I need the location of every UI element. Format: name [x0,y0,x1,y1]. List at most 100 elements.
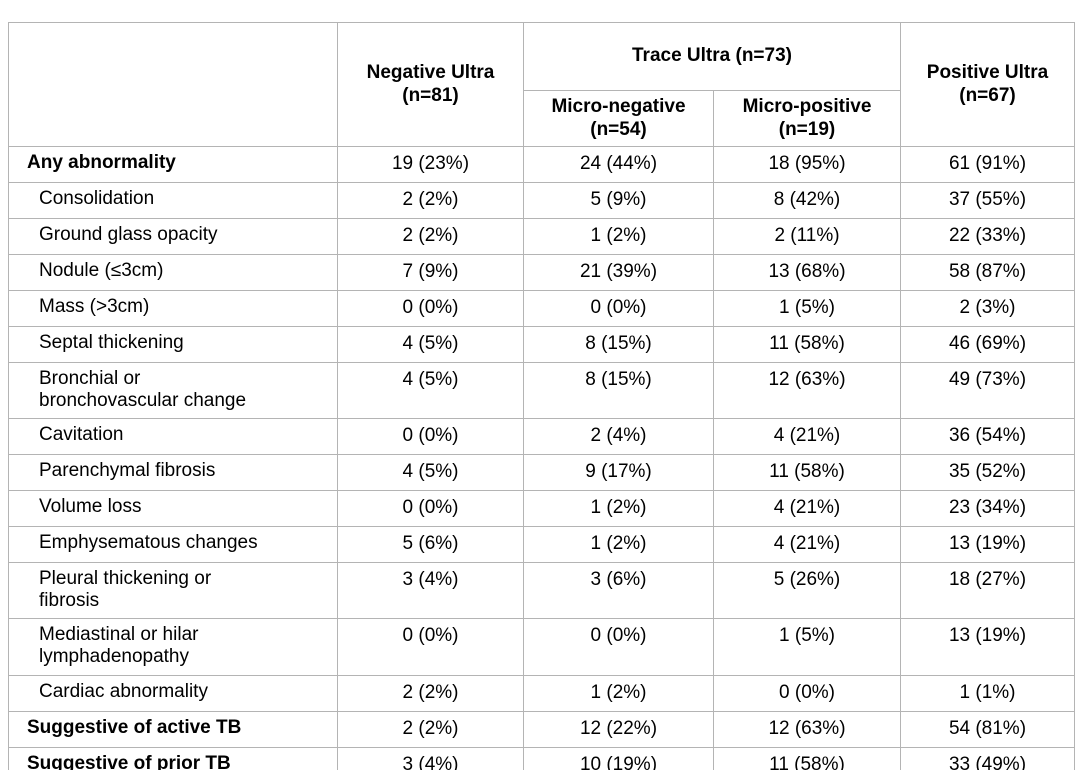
col-header-micro-negative: Micro-negative (n=54) [523,90,714,147]
table-row-suggestive-active-tb: Suggestive of active TB 2 (2%) 12 (22%) … [8,710,1075,748]
cell-value: 2 (2%) [337,710,524,748]
cell-value: 1 (2%) [523,674,714,712]
row-label: Any abnormality [8,145,338,184]
cell-value: 11 (58%) [713,326,901,364]
cell-value: 58 (87%) [900,254,1075,292]
cell-value: 1 (2%) [523,526,714,564]
cell-value: 2 (4%) [523,418,714,456]
cell-value: 2 (2%) [337,182,524,220]
row-label: Septal thickening [8,326,338,364]
cell-value: 46 (69%) [900,326,1075,364]
col-header-trace-ultra: Trace Ultra (n=73) [523,22,901,91]
col-header-micro-positive: Micro-positive (n=19) [713,90,901,147]
row-label: Bronchial or bronchovascular change [8,362,338,420]
cell-value: 33 (49%) [900,746,1075,770]
row-label: Cardiac abnormality [8,674,338,712]
row-label: Ground glass opacity [8,218,338,256]
row-label: Mass (>3cm) [8,290,338,328]
row-label: Suggestive of prior TB [8,746,338,770]
row-label: Suggestive of active TB [8,710,338,748]
table-row-suggestive-prior-tb: Suggestive of prior TB 3 (4%) 10 (19%) 1… [8,746,1075,770]
cell-value: 0 (0%) [337,490,524,528]
table-row-nodule: Nodule (≤3cm) 7 (9%) 21 (39%) 13 (68%) 5… [8,254,1075,292]
cell-value: 5 (9%) [523,182,714,220]
cell-value: 2 (11%) [713,218,901,256]
cell-value: 5 (26%) [713,562,901,620]
cell-value: 11 (58%) [713,454,901,492]
table-row-parenchymal-fibrosis: Parenchymal fibrosis 4 (5%) 9 (17%) 11 (… [8,454,1075,492]
header-row-sub: Micro-negative (n=54) Micro-positive (n=… [9,90,1075,147]
cell-value: 8 (15%) [523,326,714,364]
cell-value: 36 (54%) [900,418,1075,456]
cell-value: 0 (0%) [523,618,714,676]
col-header-positive-ultra: Positive Ultra (n=67) [900,22,1075,147]
cell-value: 7 (9%) [337,254,524,292]
cell-value: 12 (22%) [523,710,714,748]
row-label: Pleural thickening or fibrosis [8,562,338,620]
row-label: Nodule (≤3cm) [8,254,338,292]
cell-value: 1 (5%) [713,618,901,676]
cell-value: 23 (34%) [900,490,1075,528]
table-row-septal-thickening: Septal thickening 4 (5%) 8 (15%) 11 (58%… [8,326,1075,364]
cell-value: 4 (21%) [713,418,901,456]
cell-value: 49 (73%) [900,362,1075,420]
cell-value: 4 (5%) [337,326,524,364]
cell-value: 1 (2%) [523,490,714,528]
cell-value: 13 (68%) [713,254,901,292]
cell-value: 24 (44%) [523,145,714,184]
table-row-cavitation: Cavitation 0 (0%) 2 (4%) 4 (21%) 36 (54%… [8,418,1075,456]
table-row-consolidation: Consolidation 2 (2%) 5 (9%) 8 (42%) 37 (… [8,182,1075,220]
table-row-lymphadenopathy: Mediastinal or hilar lymphadenopathy 0 (… [8,618,1075,676]
cell-value: 4 (5%) [337,454,524,492]
table-row-bronchial-change: Bronchial or bronchovascular change 4 (5… [8,362,1075,420]
col-header-negative-ultra: Negative Ultra (n=81) [337,22,524,147]
cell-value: 4 (5%) [337,362,524,420]
cell-value: 2 (2%) [337,674,524,712]
cell-value: 3 (6%) [523,562,714,620]
cell-value: 0 (0%) [337,418,524,456]
cell-value: 61 (91%) [900,145,1075,184]
cell-value: 4 (21%) [713,490,901,528]
cell-value: 18 (95%) [713,145,901,184]
cell-value: 8 (15%) [523,362,714,420]
row-label: Parenchymal fibrosis [8,454,338,492]
cell-value: 11 (58%) [713,746,901,770]
table-row-volume-loss: Volume loss 0 (0%) 1 (2%) 4 (21%) 23 (34… [8,490,1075,528]
table-row-cardiac-abnormality: Cardiac abnormality 2 (2%) 1 (2%) 0 (0%)… [8,674,1075,712]
row-label: Volume loss [8,490,338,528]
cell-value: 9 (17%) [523,454,714,492]
cell-value: 0 (0%) [337,618,524,676]
row-label: Consolidation [8,182,338,220]
table-row-mass: Mass (>3cm) 0 (0%) 0 (0%) 1 (5%) 2 (3%) [8,290,1075,328]
cell-value: 5 (6%) [337,526,524,564]
table-row-ground-glass-opacity: Ground glass opacity 2 (2%) 1 (2%) 2 (11… [8,218,1075,256]
row-label: Emphysematous changes [8,526,338,564]
ct-findings-table: Negative Ultra (n=81) Trace Ultra (n=73)… [8,22,1075,770]
table-row-emphysematous-changes: Emphysematous changes 5 (6%) 1 (2%) 4 (2… [8,526,1075,564]
cell-value: 13 (19%) [900,618,1075,676]
cell-value: 0 (0%) [713,674,901,712]
cell-value: 1 (5%) [713,290,901,328]
cell-value: 1 (1%) [900,674,1075,712]
cell-value: 18 (27%) [900,562,1075,620]
cell-value: 35 (52%) [900,454,1075,492]
cell-value: 10 (19%) [523,746,714,770]
row-label: Cavitation [8,418,338,456]
table-row-any-abnormality: Any abnormality 19 (23%) 24 (44%) 18 (95… [8,145,1075,184]
cell-value: 3 (4%) [337,562,524,620]
cell-value: 19 (23%) [337,145,524,184]
cell-value: 4 (21%) [713,526,901,564]
header-row-top: Negative Ultra (n=81) Trace Ultra (n=73)… [8,22,1075,147]
cell-value: 0 (0%) [337,290,524,328]
cell-value: 2 (2%) [337,218,524,256]
cell-value: 3 (4%) [337,746,524,770]
row-label: Mediastinal or hilar lymphadenopathy [8,618,338,676]
cell-value: 21 (39%) [523,254,714,292]
table-row-pleural-thickening: Pleural thickening or fibrosis 3 (4%) 3 … [8,562,1075,620]
cell-value: 0 (0%) [523,290,714,328]
cell-value: 1 (2%) [523,218,714,256]
cell-value: 37 (55%) [900,182,1075,220]
cell-value: 12 (63%) [713,710,901,748]
cell-value: 12 (63%) [713,362,901,420]
